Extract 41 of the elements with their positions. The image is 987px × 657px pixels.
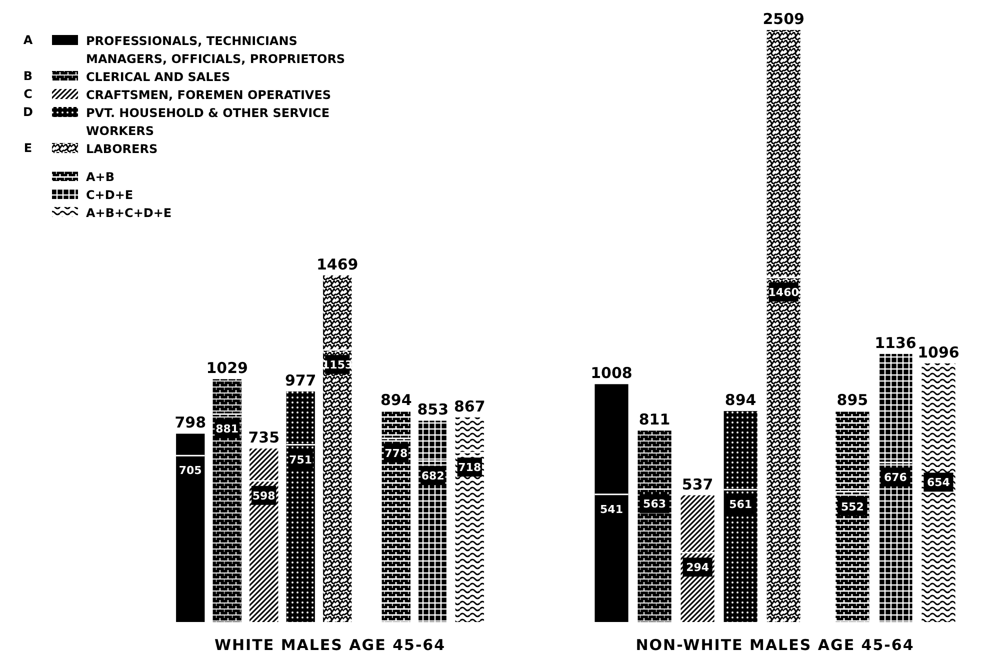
total-label: 894	[724, 391, 756, 410]
total-label: 894	[380, 391, 412, 410]
total-label: 1469	[316, 255, 358, 274]
total-label: 1008	[590, 364, 632, 382]
total-label: 811	[638, 410, 670, 429]
text: A+B+C+D+E	[86, 206, 172, 220]
total-label: 537	[682, 475, 714, 494]
x-axis-title: NON-WHITE MALES AGE 45-64	[636, 636, 914, 654]
data-label: 561	[729, 498, 752, 512]
total-label: 867	[454, 397, 486, 416]
data-label: 654	[927, 476, 950, 490]
total-label: 977	[284, 371, 316, 390]
total-label: 895	[836, 390, 868, 409]
text: A PROFESSIONALS, TECHNICIANS MANAGERS, OFFICIALS, PROPRIETORS	[23, 33, 346, 66]
text: C CRAFTSMEN, FOREMEN OPERATIVES	[24, 87, 332, 102]
text: A+B	[86, 170, 114, 184]
text: C+D+E	[86, 188, 134, 202]
total-label: 853	[417, 400, 449, 419]
text: D PVT. HOUSEHOLD & OTHER SERVICE WORKERS	[23, 105, 330, 138]
total-label: 735	[248, 428, 280, 447]
total-label: 2509	[762, 10, 804, 28]
data-label: 718	[458, 461, 482, 474]
data-label: 881	[216, 422, 239, 436]
data-label: 294	[686, 561, 710, 574]
total-label: 1096	[918, 343, 960, 362]
text: B CLERICAL AND SALES	[23, 69, 230, 84]
data-label: 751	[289, 453, 312, 466]
data-label: 598	[252, 489, 276, 502]
text: E LABORERS	[24, 141, 158, 156]
total-label: 1029	[206, 359, 248, 378]
data-label: 682	[421, 470, 444, 483]
data-label: 552	[840, 500, 864, 514]
x-axis-title: WHITE MALES AGE 45-64	[214, 636, 446, 654]
data-label: 705	[178, 464, 202, 478]
data-label: 563	[643, 498, 666, 511]
total-label: 798	[174, 414, 206, 432]
data-label: 778	[384, 446, 408, 460]
data-label: 1460	[768, 286, 800, 300]
data-label: 676	[884, 470, 908, 484]
total-label: 1136	[874, 334, 916, 352]
data-label: 541	[600, 502, 623, 516]
